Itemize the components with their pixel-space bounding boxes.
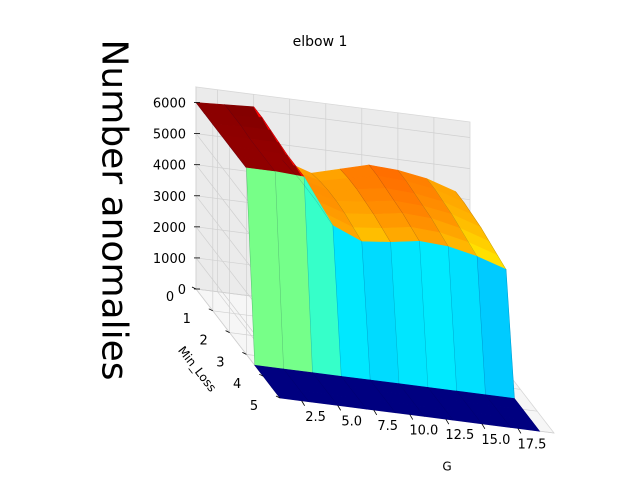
g-tick-mark xyxy=(445,418,450,425)
g-tick-mark xyxy=(337,405,342,411)
z-axis-label: Number anomalies xyxy=(93,39,135,381)
g-tick-label: 2.5 xyxy=(305,410,326,425)
min-loss-tick-mark xyxy=(208,308,213,312)
z-tick-label: 6000 xyxy=(153,97,186,112)
mesh-line-g xyxy=(282,160,367,410)
g-tick-label: 17.5 xyxy=(517,437,546,452)
min-loss-tick-mark xyxy=(242,352,247,355)
min-loss-tick-mark xyxy=(191,286,197,290)
z-tick-label: 5000 xyxy=(153,128,186,143)
surface-cell-8-9 xyxy=(501,416,541,432)
min-loss-tick-label: 1 xyxy=(183,312,191,327)
g-tick-mark xyxy=(409,414,414,420)
z-tick-label: 2000 xyxy=(153,221,186,236)
min-loss-tick-mark xyxy=(275,395,281,399)
g-tick-label: 15.0 xyxy=(481,433,510,448)
min-loss-tick-mark xyxy=(225,330,230,333)
g-tick-label: 12.5 xyxy=(445,428,474,443)
min-loss-tick-mark xyxy=(259,373,264,377)
mesh-line-g xyxy=(253,106,338,406)
axis-ticks: 0 1000 2000 3000 4000 5000 6000 2.5 5.0 7.5 10.0 12… xyxy=(153,97,547,453)
min-loss-axis-label: Min_Loss xyxy=(175,344,219,395)
mesh-line-g xyxy=(340,168,425,417)
g-axis-label: G xyxy=(442,460,451,474)
chart-title: elbow 1 xyxy=(292,34,348,50)
g-tick-label: 10.0 xyxy=(409,424,438,439)
mesh-line-g xyxy=(195,102,281,399)
z-tick-label: 1000 xyxy=(153,252,186,267)
min-loss-tick-label: 4 xyxy=(233,377,241,392)
mesh-line-g xyxy=(368,164,454,421)
surface-mesh xyxy=(195,102,541,432)
g-tick-mark xyxy=(481,423,486,429)
g-tick-mark xyxy=(301,400,305,406)
mesh-line-g xyxy=(426,178,511,428)
z-tick-label: 3000 xyxy=(153,190,186,205)
g-tick-label: 7.5 xyxy=(377,419,398,434)
mesh-line-g xyxy=(455,191,540,432)
g-tick-label: 5.0 xyxy=(341,414,362,429)
g-tick-mark xyxy=(517,428,522,434)
min-loss-tick-label: 5 xyxy=(250,399,258,414)
z-tick-label: 4000 xyxy=(153,159,186,174)
mesh-line-g xyxy=(224,104,309,402)
mesh-line-g xyxy=(311,173,396,413)
z-tick-label: 0 xyxy=(178,283,186,298)
min-loss-tick-label: 2 xyxy=(199,334,207,349)
min-loss-tick-label: 0 xyxy=(166,290,174,305)
g-tick-mark xyxy=(373,409,378,416)
mesh-line-g xyxy=(397,170,483,424)
min-loss-tick-label: 3 xyxy=(216,355,224,370)
